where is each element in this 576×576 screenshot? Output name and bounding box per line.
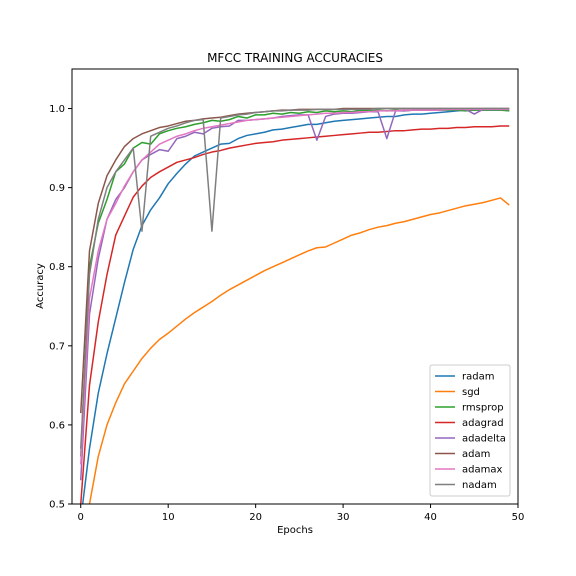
x-tick-label: 10 xyxy=(162,512,175,523)
legend-label-radam: radam xyxy=(462,372,494,383)
series-line-radam xyxy=(81,109,510,504)
legend-label-adam: adam xyxy=(462,449,490,460)
x-tick-label: 30 xyxy=(337,512,350,523)
x-tick-label: 0 xyxy=(78,512,84,523)
legend: radam sgd rmsprop adagrad adadelta adam adamax… xyxy=(429,364,511,497)
y-tick-label: 0.8 xyxy=(49,262,65,273)
series-line-adagrad xyxy=(80,125,510,504)
legend-box xyxy=(429,364,511,497)
plot-frame xyxy=(71,68,519,505)
y-tick-label: 1.0 xyxy=(49,104,65,115)
legend-label-adagrad: adagrad xyxy=(462,418,504,429)
chart-title: MFCC TRAINING ACCURACIES xyxy=(207,51,383,65)
y-tick-label: 0.5 xyxy=(49,500,65,511)
y-tick-label: 0.9 xyxy=(49,183,65,194)
series-line-adamax xyxy=(80,108,510,465)
y-axis: 0.5 0.6 0.7 0.8 0.9 1.0 xyxy=(49,104,72,511)
x-tick-label: 40 xyxy=(424,512,437,523)
legend-label-sgd: sgd xyxy=(462,387,480,398)
legend-label-nadam: nadam xyxy=(462,480,497,491)
y-tick-label: 0.6 xyxy=(49,420,65,431)
x-axis: 0 10 20 30 40 50 xyxy=(78,504,525,523)
series-line-sgd xyxy=(88,197,510,504)
legend-label-adadelta: adadelta xyxy=(462,434,506,445)
series-layer xyxy=(80,107,510,504)
x-tick-label: 50 xyxy=(512,512,525,523)
series-line-nadam xyxy=(80,107,510,449)
legend-label-adamax: adamax xyxy=(462,465,502,476)
y-axis-label: Accuracy xyxy=(35,263,46,309)
x-tick-label: 20 xyxy=(249,512,262,523)
legend-label-rmsprop: rmsprop xyxy=(462,403,504,414)
y-tick-label: 0.7 xyxy=(49,341,65,352)
x-axis-label: Epochs xyxy=(277,525,313,536)
